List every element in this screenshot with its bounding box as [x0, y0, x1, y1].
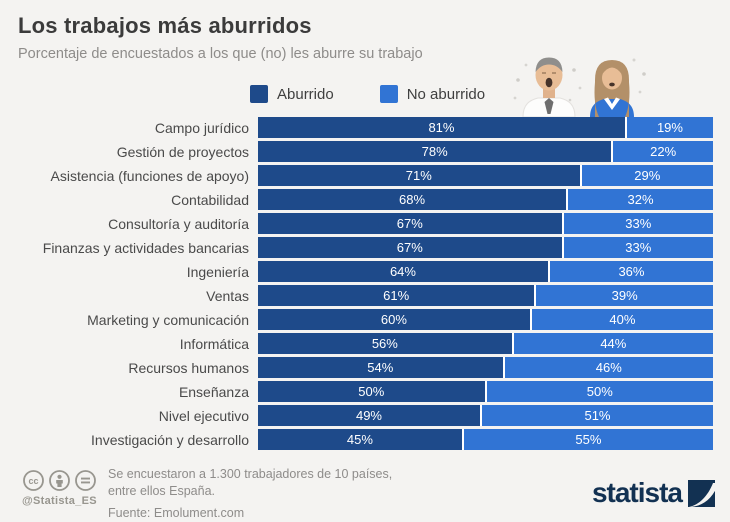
bar-segment-aburrido: 78% — [258, 141, 612, 162]
chart-row: Ventas 61% 39% — [0, 285, 713, 306]
statista-wordmark: statista — [591, 477, 683, 508]
category-label: Consultoría y auditoría — [108, 215, 249, 232]
category-label: Finanzas y actividades bancarias — [42, 239, 249, 256]
bar-segment-no-aburrido: 44% — [513, 333, 713, 354]
stacked-bar: 67% 33% — [258, 213, 713, 234]
category-label: Contabilidad — [171, 191, 249, 208]
category-label: Ventas — [206, 287, 249, 304]
chart-row: Contabilidad 68% 32% — [0, 189, 713, 210]
legend-swatch-dark — [250, 85, 268, 103]
bar-segment-no-aburrido: 33% — [563, 237, 713, 258]
chart-row: Nivel ejecutivo 49% 51% — [0, 405, 713, 426]
page-subtitle: Porcentaje de encuestados a los que (no)… — [18, 46, 423, 62]
legend: Aburrido No aburrido — [250, 85, 485, 103]
chart-row: Marketing y comunicación 60% 40% — [0, 309, 713, 330]
category-label: Investigación y desarrollo — [91, 431, 249, 448]
svg-text:cc: cc — [28, 476, 38, 486]
bar-segment-aburrido: 64% — [258, 261, 548, 282]
bar-segment-aburrido: 67% — [258, 237, 562, 258]
bar-segment-no-aburrido: 36% — [549, 261, 713, 282]
footer-notes: Se encuestaron a 1.300 trabajadores de 1… — [108, 466, 392, 522]
legend-item-aburrido: Aburrido — [250, 85, 334, 103]
chart-row: Gestión de proyectos 78% 22% — [0, 141, 713, 162]
bar-segment-aburrido: 67% — [258, 213, 562, 234]
bar-segment-no-aburrido: 19% — [626, 117, 713, 138]
bar-segment-no-aburrido: 22% — [613, 141, 713, 162]
page-title: Los trabajos más aburridos — [18, 13, 312, 38]
stacked-bar: 64% 36% — [258, 261, 713, 282]
bar-segment-aburrido: 49% — [258, 405, 480, 426]
category-label: Asistencia (funciones de apoyo) — [50, 167, 249, 184]
stacked-bar: 54% 46% — [258, 357, 713, 378]
stacked-bar: 45% 55% — [258, 429, 713, 450]
bar-segment-no-aburrido: 40% — [531, 309, 713, 330]
bar-segment-no-aburrido: 46% — [504, 357, 713, 378]
legend-label: No aburrido — [406, 85, 486, 103]
stacked-bar: 56% 44% — [258, 333, 713, 354]
category-label: Marketing y comunicación — [87, 311, 249, 328]
bar-segment-no-aburrido: 33% — [563, 213, 713, 234]
bar-segment-aburrido: 60% — [258, 309, 530, 330]
bar-segment-no-aburrido: 51% — [481, 405, 713, 426]
bar-segment-aburrido: 61% — [258, 285, 535, 306]
stacked-bar: 60% 40% — [258, 309, 713, 330]
category-label: Nivel ejecutivo — [158, 407, 249, 424]
bored-people-icon — [510, 52, 652, 122]
header: Los trabajos más aburridos Porcentaje de… — [18, 13, 423, 62]
license-block: cc @Statista_ES — [22, 469, 97, 507]
category-label: Recursos humanos — [128, 359, 249, 376]
survey-note-line2: entre ellos España. — [108, 484, 216, 498]
attribution-icon — [49, 470, 70, 491]
bar-segment-no-aburrido: 32% — [568, 189, 713, 210]
chart-row: Enseñanza 50% 50% — [0, 381, 713, 402]
stacked-bar: 61% 39% — [258, 285, 713, 306]
chart-row: Recursos humanos 54% 46% — [0, 357, 713, 378]
chart-row: Ingeniería 64% 36% — [0, 261, 713, 282]
chart-row: Campo jurídico 81% 19% — [0, 117, 713, 138]
category-label: Campo jurídico — [154, 119, 249, 136]
stacked-bar: 49% 51% — [258, 405, 713, 426]
bar-segment-no-aburrido: 50% — [486, 381, 713, 402]
legend-swatch-light — [379, 85, 398, 103]
cc-icon: cc — [23, 470, 44, 491]
stacked-bar: 68% 32% — [258, 189, 713, 210]
chart-row: Asistencia (funciones de apoyo) 71% 29% — [0, 165, 713, 186]
category-label: Informática — [179, 335, 249, 352]
bar-segment-aburrido: 54% — [258, 357, 503, 378]
bar-segment-aburrido: 81% — [258, 117, 625, 138]
bar-segment-aburrido: 56% — [258, 333, 512, 354]
bar-segment-aburrido: 68% — [258, 189, 567, 210]
statista-handle: @Statista_ES — [22, 495, 97, 507]
chart-row: Consultoría y auditoría 67% 33% — [0, 213, 713, 234]
statista-logo-mark — [688, 479, 715, 507]
legend-item-no-aburrido: No aburrido — [379, 85, 486, 103]
category-label: Enseñanza — [178, 383, 249, 400]
bar-segment-no-aburrido: 29% — [581, 165, 713, 186]
chart-row: Informática 56% 44% — [0, 333, 713, 354]
no-derivatives-icon — [75, 470, 96, 491]
bar-segment-aburrido: 45% — [258, 429, 462, 450]
license-icons: cc — [22, 469, 97, 492]
chart-row: Investigación y desarrollo 45% 55% — [0, 429, 713, 450]
category-label: Ingeniería — [186, 263, 249, 280]
chart-row: Finanzas y actividades bancarias 67% 33% — [0, 237, 713, 258]
survey-note-line1: Se encuestaron a 1.300 trabajadores de 1… — [108, 467, 393, 481]
source-note: Fuente: Emolument.com — [108, 506, 245, 520]
legend-label: Aburrido — [277, 85, 334, 103]
bar-segment-aburrido: 50% — [258, 381, 485, 402]
stacked-bar: 50% 50% — [258, 381, 713, 402]
stacked-bar: 71% 29% — [258, 165, 713, 186]
bar-segment-aburrido: 71% — [258, 165, 580, 186]
stacked-bar: 81% 19% — [258, 117, 713, 138]
bar-segment-no-aburrido: 55% — [463, 429, 713, 450]
stacked-bar: 78% 22% — [258, 141, 713, 162]
bar-segment-no-aburrido: 39% — [536, 285, 713, 306]
statista-logo: statista — [592, 477, 715, 509]
category-label: Gestión de proyectos — [116, 143, 249, 160]
stacked-bar: 67% 33% — [258, 237, 713, 258]
stacked-bar-chart: Campo jurídico 81% 19% Gestión de proyectos… — [0, 117, 713, 453]
